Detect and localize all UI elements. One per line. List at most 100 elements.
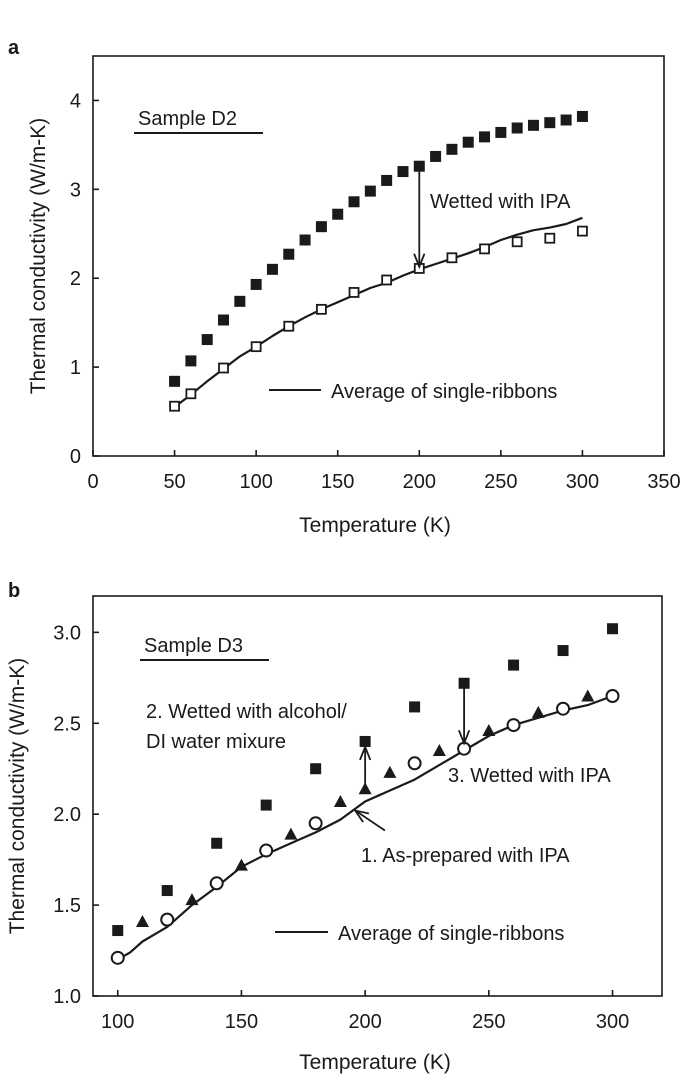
panel-b-x-tick-label: 150 — [225, 1011, 258, 1033]
panel-b-filled-square-point — [161, 885, 173, 897]
panel-b-filled-triangle-point — [284, 827, 298, 840]
panel-a-filled-square-point — [348, 196, 360, 208]
panel-a-filled-square-point — [430, 150, 442, 162]
panel-a-filled-square-point — [266, 263, 278, 275]
panel-b-filled-square-point — [607, 623, 619, 635]
panel-b-filled-triangle-point — [135, 914, 149, 927]
panel-b-open-circle-point — [556, 701, 571, 716]
panel-a-open-square-point — [479, 243, 490, 255]
panel-a-filled-square-point — [364, 185, 376, 197]
panel-a-filled-square-point — [201, 334, 213, 346]
panel-a-x-tick-label: 350 — [647, 471, 680, 493]
panel-b-filled-triangle-point — [531, 705, 545, 718]
panel-b-annotations — [353, 685, 471, 832]
panel-b-open-circle-point — [605, 689, 620, 703]
panel-b-y-tick-label: 2.5 — [53, 713, 81, 735]
panel-a-average-line — [173, 216, 583, 408]
panel-a-x-tick-label: 200 — [403, 471, 436, 493]
panel-a-open-square-point — [348, 287, 360, 298]
panel-a-filled-square-point — [560, 114, 572, 126]
panel-a-filled-square-point — [234, 295, 246, 307]
panel-b-average-line — [117, 694, 613, 961]
panel-a-filled-square-point — [495, 126, 507, 138]
panel-b-filled-triangle-point — [333, 794, 347, 807]
panel-b-annotation-3: 3. Wetted with IPA — [448, 765, 611, 787]
panel-a-open-square-point — [381, 274, 393, 286]
panel-b: b 100 150 200 250 300 1.0 1.5 2.0 2.5 3.0 Temper… — [6, 580, 663, 1074]
panel-b-y-axis-label: Thermal conductivity (W/m-K) — [6, 658, 29, 935]
panel-a-average-line-path — [173, 216, 583, 408]
panel-b-open-circle-point — [407, 756, 422, 771]
panel-a-filled-square-point — [462, 136, 474, 148]
panel-a-open-square-point — [511, 236, 523, 248]
panel-b-filled-square-point — [112, 925, 124, 937]
panel-b-filled-triangle-point — [482, 724, 496, 737]
panel-b-filled-triangle-point — [185, 893, 199, 906]
panel-b-annotation-1: 1. As-prepared with IPA — [361, 845, 570, 867]
panel-a-filled-square-point — [315, 221, 327, 233]
panel-b-letter: b — [8, 580, 20, 602]
panel-a-filled-square-point — [576, 110, 588, 122]
panel-a-open-square-point — [250, 341, 262, 353]
panel-a-filled-square-point — [446, 143, 458, 155]
panel-a-open-square-point — [185, 388, 197, 400]
panel-b-filled-square-point — [508, 659, 520, 671]
panel-b-x-tick-label: 100 — [101, 1011, 134, 1033]
panel-a-x-tick-label: 100 — [239, 471, 272, 493]
panel-b-annotation-2-line-1: 2. Wetted with alcohol/ — [146, 701, 347, 723]
panel-a: a 0 50 100 150 200 250 300 350 0 1 2 3 4 Temperatur… — [8, 37, 681, 537]
panel-a-filled-square-point — [397, 166, 409, 178]
panel-a-filled-square-point — [381, 174, 393, 186]
panel-b-x-tick-label: 200 — [348, 1011, 381, 1033]
panel-a-sample-label: Sample D2 — [138, 108, 237, 130]
panel-b-filled-square-point — [409, 701, 421, 713]
panel-a-x-tick-label: 150 — [321, 471, 354, 493]
panel-b-filled-square-point — [260, 799, 272, 811]
panel-a-filled-square-point — [544, 117, 556, 129]
panel-b-y-ticks: 1.0 1.5 2.0 2.5 3.0 — [53, 622, 99, 1008]
panel-b-annotation-arrow-head — [359, 744, 372, 761]
panel-a-open-square-point — [169, 400, 180, 412]
panel-a-wetted-label: Wetted with IPA — [430, 191, 571, 213]
panel-b-filled-square-point — [310, 763, 322, 775]
panel-b-filled-triangle-point — [234, 858, 248, 871]
panel-b-annotation-arrow-head — [353, 809, 370, 823]
panel-a-filled-square-point — [250, 278, 262, 290]
panel-a-open-square-point — [577, 225, 588, 237]
panel-a-filled-square-point — [413, 160, 425, 172]
panel-b-filled-triangle-point — [383, 765, 397, 778]
panel-b-sample-label: Sample D3 — [144, 635, 243, 657]
panel-a-open-square-point — [218, 362, 229, 374]
panel-a-open-square-point — [446, 252, 458, 264]
panel-a-filled-square-point — [185, 355, 197, 367]
panel-b-x-axis-label: Temperature (K) — [299, 1051, 451, 1074]
panel-a-x-tick-label: 250 — [484, 471, 517, 493]
panel-a-x-tick-label: 50 — [163, 471, 185, 493]
panel-a-y-tick-label: 2 — [70, 268, 81, 290]
panel-a-x-ticks: 0 50 100 150 200 250 300 350 — [87, 450, 681, 493]
panel-a-annotations — [413, 168, 426, 270]
panel-a-filled-square-point — [218, 314, 230, 326]
panel-b-open-circle-point — [259, 843, 274, 858]
panel-b-y-tick-label: 1.5 — [53, 895, 81, 917]
panel-a-letter: a — [8, 37, 20, 59]
panel-a-open-square-point — [283, 320, 295, 332]
panel-a-filled-square-point — [479, 131, 491, 143]
panel-b-y-tick-label: 3.0 — [53, 622, 81, 644]
panel-b-annotation-arrow-head — [458, 729, 471, 746]
panel-b-open-circle-point — [308, 816, 323, 831]
panel-b-x-ticks: 100 150 200 250 300 — [101, 990, 629, 1033]
panel-a-x-tick-label: 0 — [87, 471, 98, 493]
panel-a-filled-square-point — [299, 234, 311, 246]
panel-b-filled-triangle-point — [432, 744, 446, 757]
panel-a-y-tick-label: 4 — [70, 90, 81, 112]
panel-b-filled-triangle-point — [581, 689, 595, 702]
panel-b-plot-frame — [92, 595, 663, 997]
panel-a-open-square-point — [544, 232, 556, 244]
panel-b-open-circle-point — [110, 950, 125, 965]
panel-b-average-line-path — [117, 694, 613, 961]
panel-b-legend-label: Average of single-ribbons — [338, 923, 564, 945]
panel-b-open-circle-point — [160, 912, 175, 927]
panel-a-filled-square-point — [332, 208, 344, 220]
